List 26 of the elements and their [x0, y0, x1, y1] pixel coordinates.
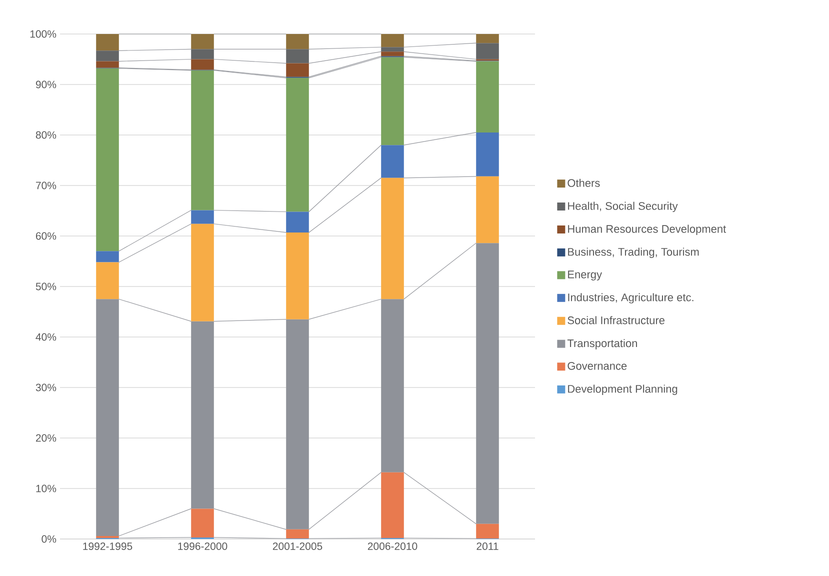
y-tick-label: 30%: [36, 384, 56, 392]
legend-label: Energy: [568, 270, 602, 280]
y-tick-label: 80%: [36, 131, 56, 139]
legend-label: Industries, Agriculture etc.: [568, 293, 694, 304]
legend-label: Health, Social Security: [568, 202, 678, 212]
y-tick-label: 40%: [36, 333, 56, 341]
legend-label: Others: [568, 178, 600, 187]
x-tick-label: 2011: [476, 542, 498, 550]
legend-label: Human Resources Development: [568, 224, 726, 235]
y-tick-label: 20%: [36, 434, 56, 442]
x-tick-label: 1996-2000: [178, 542, 228, 550]
y-tick-label: 90%: [36, 80, 56, 88]
y-tick-label: 10%: [36, 484, 56, 492]
legend-label: Governance: [568, 362, 627, 370]
legend-label: Social Infrastructure: [568, 316, 664, 324]
x-tick-label: 2006-2010: [368, 542, 418, 550]
y-tick-label: 50%: [36, 282, 56, 290]
y-tick-label: 60%: [36, 232, 56, 240]
legend-label: Development Planning: [568, 384, 678, 395]
legend-label: Transportation: [567, 339, 637, 350]
x-tick-label: 2001-2005: [272, 542, 322, 550]
legend-label: Business, Trading, Tourism: [568, 248, 699, 258]
x-tick-label: 1992-1995: [83, 542, 132, 550]
y-tick-label: 70%: [36, 182, 56, 190]
y-tick-label: 100%: [30, 30, 56, 38]
y-tick-label: 0%: [42, 535, 56, 543]
